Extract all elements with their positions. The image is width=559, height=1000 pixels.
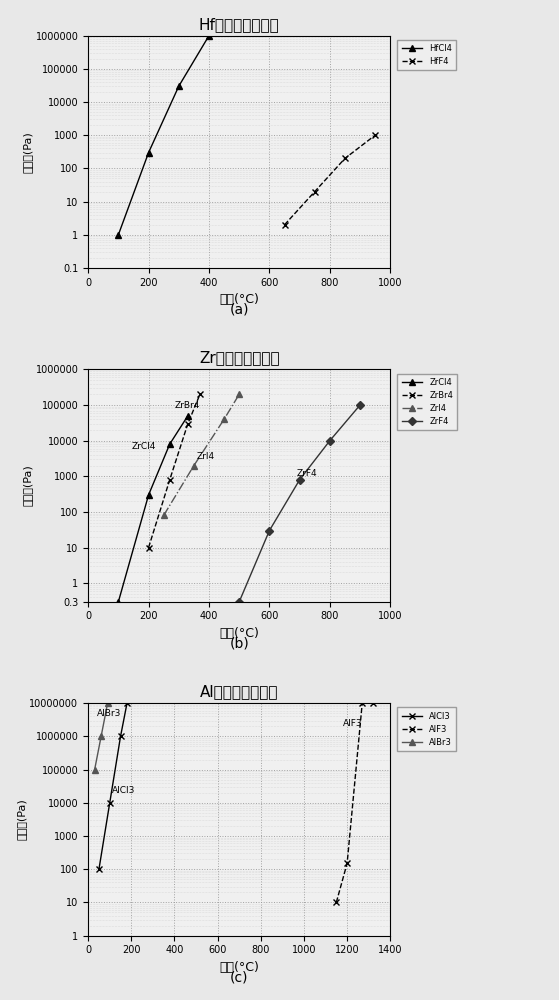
AlF3 bbox=[359, 697, 366, 709]
AlCl3 bbox=[124, 697, 130, 709]
ZrF4 bbox=[266, 525, 273, 537]
AlBr3 bbox=[91, 764, 98, 776]
Legend: HfCl4, HfF4: HfCl4, HfF4 bbox=[397, 40, 456, 70]
ZrBr4 bbox=[145, 542, 152, 554]
HfCl4 bbox=[145, 147, 152, 159]
Text: ZrCl4: ZrCl4 bbox=[132, 442, 157, 451]
ZrF4 bbox=[357, 399, 363, 411]
HfCl4 bbox=[206, 30, 212, 42]
Line: HfCl4: HfCl4 bbox=[116, 33, 212, 238]
HfF4 bbox=[311, 186, 318, 198]
Y-axis label: 蒸气压(Pa): 蒸气压(Pa) bbox=[23, 131, 33, 173]
Line: ZrI4: ZrI4 bbox=[161, 392, 242, 518]
AlF3 bbox=[369, 697, 376, 709]
HfF4 bbox=[281, 219, 288, 231]
AlF3 bbox=[344, 857, 350, 869]
Text: ZrF4: ZrF4 bbox=[297, 469, 318, 478]
AlCl3 bbox=[117, 730, 124, 742]
Text: AlBr3: AlBr3 bbox=[97, 709, 121, 718]
ZrCl4 bbox=[184, 410, 191, 422]
Title: Zr化合物的蒸气压: Zr化合物的蒸气压 bbox=[199, 350, 280, 365]
Text: ZrBr4: ZrBr4 bbox=[174, 401, 200, 410]
ZrI4 bbox=[236, 388, 243, 400]
HfF4 bbox=[342, 152, 348, 164]
ZrCl4 bbox=[145, 489, 152, 501]
ZrI4 bbox=[160, 509, 167, 521]
Line: HfF4: HfF4 bbox=[282, 132, 378, 228]
ZrBr4 bbox=[167, 474, 173, 486]
AlBr3 bbox=[98, 730, 105, 742]
Title: Hf化合物的蒸气压: Hf化合物的蒸气压 bbox=[199, 17, 280, 32]
X-axis label: 温度(°C): 温度(°C) bbox=[219, 627, 259, 640]
HfCl4 bbox=[176, 80, 182, 92]
ZrF4 bbox=[296, 474, 303, 486]
Y-axis label: 蒸气压(Pa): 蒸气压(Pa) bbox=[17, 799, 27, 840]
ZrBr4 bbox=[197, 388, 203, 400]
AlCl3 bbox=[96, 863, 102, 875]
ZrCl4 bbox=[115, 596, 122, 608]
ZrBr4 bbox=[184, 418, 191, 430]
Line: ZrCl4: ZrCl4 bbox=[116, 413, 191, 605]
HfCl4 bbox=[115, 229, 122, 241]
Title: Al化合物的蒸气压: Al化合物的蒸气压 bbox=[200, 684, 278, 699]
ZrI4 bbox=[221, 413, 228, 425]
AlCl3 bbox=[106, 797, 113, 809]
Legend: AlCl3, AlF3, AlBr3: AlCl3, AlF3, AlBr3 bbox=[397, 707, 456, 751]
ZrF4 bbox=[326, 435, 333, 447]
X-axis label: 温度(°C): 温度(°C) bbox=[219, 293, 259, 306]
X-axis label: 温度(°C): 温度(°C) bbox=[219, 961, 259, 974]
Legend: ZrCl4, ZrBr4, ZrI4, ZrF4: ZrCl4, ZrBr4, ZrI4, ZrF4 bbox=[397, 374, 457, 430]
Line: ZrBr4: ZrBr4 bbox=[146, 392, 203, 550]
Line: ZrF4: ZrF4 bbox=[236, 402, 363, 605]
Text: AlF3: AlF3 bbox=[343, 719, 362, 728]
AlBr3 bbox=[104, 697, 111, 709]
Text: ZrI4: ZrI4 bbox=[197, 452, 215, 461]
ZrCl4 bbox=[167, 438, 173, 450]
Line: AlF3: AlF3 bbox=[334, 700, 376, 905]
Text: AlCl3: AlCl3 bbox=[112, 786, 135, 795]
Text: (b): (b) bbox=[229, 637, 249, 651]
HfF4 bbox=[372, 129, 378, 141]
AlF3 bbox=[333, 896, 340, 908]
Line: AlCl3: AlCl3 bbox=[96, 700, 130, 872]
Line: AlBr3: AlBr3 bbox=[92, 700, 110, 772]
Text: (c): (c) bbox=[230, 970, 248, 984]
Y-axis label: 蒸气压(Pa): 蒸气压(Pa) bbox=[23, 465, 33, 506]
ZrI4 bbox=[191, 460, 197, 472]
Text: (a): (a) bbox=[230, 303, 249, 317]
ZrF4 bbox=[236, 596, 243, 608]
